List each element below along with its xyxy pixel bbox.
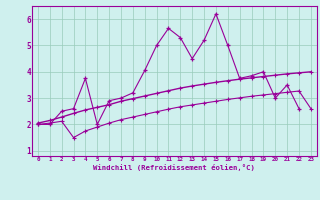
X-axis label: Windchill (Refroidissement éolien,°C): Windchill (Refroidissement éolien,°C)	[93, 164, 255, 171]
